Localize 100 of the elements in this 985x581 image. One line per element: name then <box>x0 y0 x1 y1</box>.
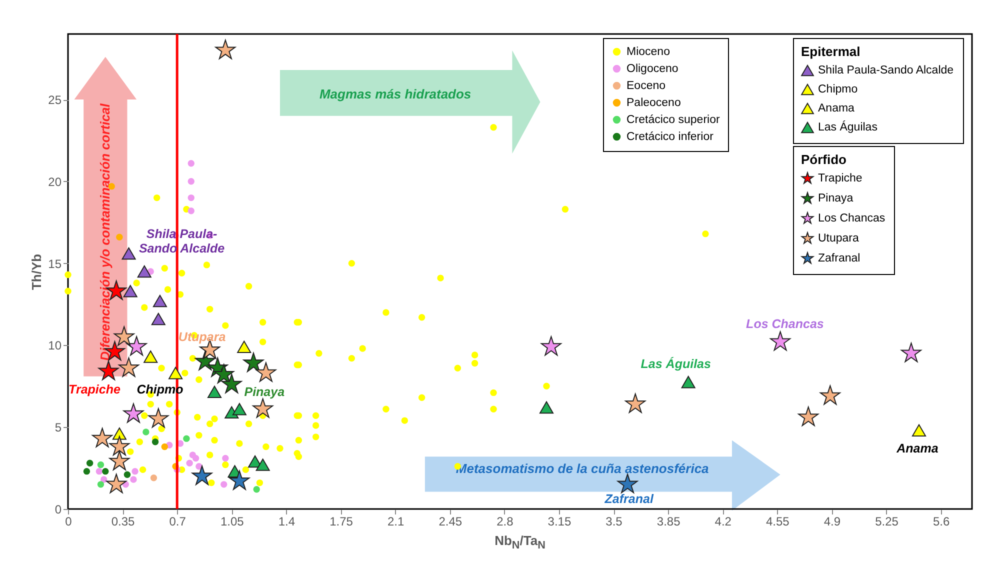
x-tick-label: 3.85 <box>656 514 681 528</box>
point <box>97 481 104 488</box>
x-tick-label: 1.75 <box>330 514 354 528</box>
point <box>152 438 159 446</box>
point <box>183 435 190 442</box>
x-tick-label: 5.25 <box>875 514 899 528</box>
point <box>114 326 134 346</box>
annotation: Las Águilas <box>640 356 711 372</box>
annotation: Metasomatismo de la cuña astenosférica <box>456 460 709 476</box>
y-tick-label: 0 <box>54 502 62 516</box>
legend-label: Anama <box>818 102 856 114</box>
annotation: Los Chancas <box>746 316 824 331</box>
point <box>252 398 274 418</box>
point <box>229 470 250 490</box>
point <box>214 364 234 384</box>
point <box>102 468 109 475</box>
point <box>112 428 126 440</box>
point <box>188 160 194 167</box>
point <box>540 336 562 356</box>
point <box>109 450 130 470</box>
legend-label: Las Águilas <box>818 120 878 134</box>
y-tick-label: 15 <box>48 256 62 271</box>
x-tick-label: 0 <box>65 514 72 528</box>
point <box>152 294 167 308</box>
point <box>123 403 144 423</box>
point <box>126 336 147 356</box>
point <box>161 443 168 450</box>
point <box>221 374 242 394</box>
y-tick-label: 20 <box>48 174 62 189</box>
legend-label: Paleoceno <box>626 96 681 109</box>
point <box>86 460 94 466</box>
point <box>188 178 194 185</box>
legend-label: Trapiche <box>818 172 862 184</box>
annotation: Diferenciación y/o contaminación cortical <box>97 103 112 361</box>
legend-label: Mioceno <box>626 46 670 58</box>
legend-label: Eoceno <box>626 80 666 92</box>
annotation: Zafranal <box>604 492 654 506</box>
legend-label: Utupara <box>818 232 860 244</box>
point <box>132 468 138 475</box>
point <box>83 468 90 475</box>
x-tick-label: 3.15 <box>548 514 572 528</box>
legend-label: Cretácico inferior <box>626 130 714 143</box>
point <box>116 234 123 240</box>
point <box>188 208 194 214</box>
legend-label: Cretácico superior <box>626 114 720 126</box>
point <box>798 406 819 426</box>
annotation: Trapiche <box>68 382 120 396</box>
point <box>617 474 638 494</box>
point <box>256 362 276 382</box>
point <box>96 468 103 475</box>
point <box>188 194 194 202</box>
x-axis-title: Nb$_{N}$/Ta$_{N}$ <box>494 533 546 552</box>
point <box>243 352 264 372</box>
x-tick-label: 4.55 <box>766 514 790 528</box>
point <box>232 402 246 416</box>
point <box>130 476 137 483</box>
point <box>150 474 158 482</box>
point <box>118 357 140 377</box>
point <box>625 393 646 413</box>
x-tick-label: 3.5 <box>606 514 623 528</box>
x-tick-label: 0.35 <box>111 514 136 528</box>
point <box>98 360 119 380</box>
point <box>207 386 222 398</box>
annotation: Magmas más hidratados <box>319 86 472 102</box>
point <box>109 436 130 456</box>
x-tick-label: 2.1 <box>387 514 404 528</box>
legend-label: Zafranal <box>818 252 860 264</box>
x-tick-label: 4.9 <box>824 514 841 528</box>
point <box>770 331 791 351</box>
point <box>123 285 138 298</box>
legend-label: Pinaya <box>818 192 854 204</box>
y-tick-label: 10 <box>48 338 62 353</box>
point <box>539 401 554 414</box>
point <box>106 474 127 494</box>
text: Epitermal <box>801 44 860 59</box>
point <box>142 428 150 436</box>
y-axis-title: Th/Yb <box>29 254 44 290</box>
annotation: Anama <box>896 441 938 456</box>
point <box>215 40 236 60</box>
legend-label: Shila Paula-Sando Alcalde <box>818 64 954 76</box>
x-tick-label: 2.45 <box>438 514 462 528</box>
x-tick-label: 2.8 <box>496 514 514 528</box>
point <box>900 342 922 362</box>
x-tick-label: 5.6 <box>932 514 950 528</box>
annotation: Pinaya <box>244 384 285 399</box>
point <box>820 385 840 405</box>
x-tick-label: 1.4 <box>278 514 296 528</box>
point <box>912 424 926 437</box>
point <box>222 454 229 462</box>
point <box>124 471 131 478</box>
point <box>144 350 158 363</box>
point <box>100 476 108 483</box>
point <box>122 247 136 260</box>
legend-label: Oligoceno <box>626 62 678 75</box>
point <box>137 265 152 278</box>
point <box>97 461 104 468</box>
point <box>92 428 113 448</box>
point <box>168 366 183 380</box>
legend-label: Chipmo <box>818 84 858 96</box>
point <box>256 458 270 471</box>
